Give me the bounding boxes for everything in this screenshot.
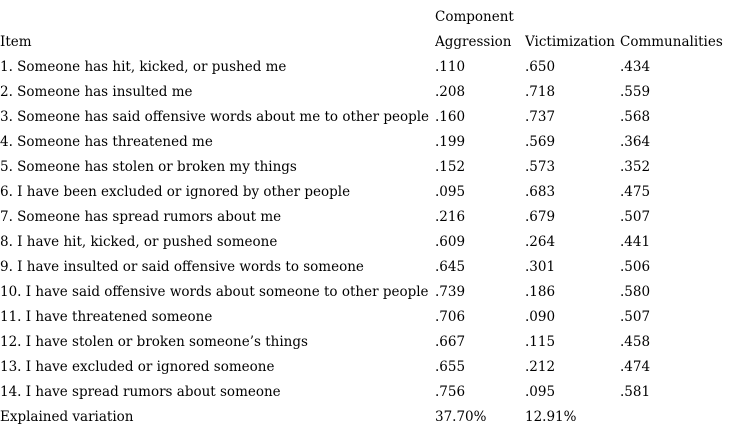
communalities-cell: .434 [620, 58, 651, 75]
component-header-row: Component [0, 4, 730, 29]
aggression-cell: .667 [435, 333, 466, 350]
aggression-cell: .152 [435, 158, 466, 175]
table-row: 6. I have been excluded or ignored by ot… [0, 179, 730, 204]
aggression-cell: .739 [435, 283, 466, 300]
victimization-cell: .212 [525, 358, 556, 375]
table-row: 9. I have insulted or said offensive wor… [0, 254, 730, 279]
column-header-aggression: Aggression [435, 33, 512, 50]
victimization-cell: .679 [525, 208, 556, 225]
communalities-cell: .458 [620, 333, 651, 350]
victimization-cell: .090 [525, 308, 556, 325]
item-cell: 8. I have hit, kicked, or pushed someone [0, 233, 278, 250]
table-row: 14. I have spread rumors about someone .… [0, 379, 730, 404]
empty-cell [0, 4, 435, 29]
table-row: 10. I have said offensive words about so… [0, 279, 730, 304]
item-cell: 3. Someone has said offensive words abou… [0, 108, 430, 125]
empty-cell [620, 4, 730, 29]
victimization-cell: .683 [525, 183, 556, 200]
victimization-cell: .573 [525, 158, 556, 175]
aggression-cell: .216 [435, 208, 466, 225]
victimization-cell: .115 [525, 333, 556, 350]
aggression-cell: .110 [435, 58, 466, 75]
table-row: 12. I have stolen or broken someone’s th… [0, 329, 730, 354]
communalities-cell: .475 [620, 183, 651, 200]
table-row: 13. I have excluded or ignored someone .… [0, 354, 730, 379]
aggression-cell: .645 [435, 258, 466, 275]
table-row: 2. Someone has insulted me .208 .718 .55… [0, 79, 730, 104]
communalities-cell: .581 [620, 383, 651, 400]
column-header-row: Item Aggression Victimization Communalit… [0, 29, 730, 54]
communalities-cell: .507 [620, 308, 651, 325]
aggression-cell: .655 [435, 358, 466, 375]
factor-loadings-table: Component Item Aggression Victimization … [0, 4, 730, 429]
communalities-cell: .580 [620, 283, 651, 300]
communalities-cell: .506 [620, 258, 651, 275]
item-cell: 2. Someone has insulted me [0, 83, 193, 100]
item-cell: 10. I have said offensive words about so… [0, 283, 429, 300]
item-cell: 4. Someone has threatened me [0, 133, 213, 150]
victimization-cell: .650 [525, 58, 556, 75]
aggression-cell: .756 [435, 383, 466, 400]
item-cell: 6. I have been excluded or ignored by ot… [0, 183, 351, 200]
aggression-cell: .199 [435, 133, 466, 150]
item-cell: 7. Someone has spread rumors about me [0, 208, 282, 225]
table-row: 3. Someone has said offensive words abou… [0, 104, 730, 129]
component-header: Component [435, 8, 514, 25]
column-header-communalities: Communalities [620, 33, 723, 50]
victimization-cell: .301 [525, 258, 556, 275]
communalities-cell: .352 [620, 158, 651, 175]
explained-variation-aggression: 37.70% [435, 408, 487, 425]
explained-variation-victimization: 12.91% [525, 408, 577, 425]
item-cell: 14. I have spread rumors about someone [0, 383, 281, 400]
victimization-cell: .095 [525, 383, 556, 400]
item-cell: 1. Someone has hit, kicked, or pushed me [0, 58, 287, 75]
item-cell: 9. I have insulted or said offensive wor… [0, 258, 364, 275]
communalities-cell: .474 [620, 358, 651, 375]
aggression-cell: .095 [435, 183, 466, 200]
table-row: 1. Someone has hit, kicked, or pushed me… [0, 54, 730, 79]
item-cell: 12. I have stolen or broken someone’s th… [0, 333, 308, 350]
column-header-item: Item [0, 33, 32, 50]
aggression-cell: .208 [435, 83, 466, 100]
communalities-cell: .507 [620, 208, 651, 225]
table-row: 7. Someone has spread rumors about me .2… [0, 204, 730, 229]
table-row: 11. I have threatened someone .706 .090 … [0, 304, 730, 329]
table-row: 5. Someone has stolen or broken my thing… [0, 154, 730, 179]
communalities-cell: .441 [620, 233, 651, 250]
item-cell: 11. I have threatened someone [0, 308, 213, 325]
communalities-cell: .364 [620, 133, 651, 150]
victimization-cell: .264 [525, 233, 556, 250]
item-cell: 5. Someone has stolen or broken my thing… [0, 158, 297, 175]
victimization-cell: .569 [525, 133, 556, 150]
table-row: 4. Someone has threatened me .199 .569 .… [0, 129, 730, 154]
communalities-cell: .559 [620, 83, 651, 100]
aggression-cell: .160 [435, 108, 466, 125]
communalities-cell: .568 [620, 108, 651, 125]
explained-variation-row: Explained variation 37.70% 12.91% [0, 404, 730, 429]
explained-variation-communalities [620, 404, 730, 429]
victimization-cell: .737 [525, 108, 556, 125]
item-cell: 13. I have excluded or ignored someone [0, 358, 275, 375]
victimization-cell: .718 [525, 83, 556, 100]
victimization-cell: .186 [525, 283, 556, 300]
aggression-cell: .609 [435, 233, 466, 250]
column-header-victimization: Victimization [525, 33, 615, 50]
aggression-cell: .706 [435, 308, 466, 325]
table-row: 8. I have hit, kicked, or pushed someone… [0, 229, 730, 254]
explained-variation-label: Explained variation [0, 408, 134, 425]
